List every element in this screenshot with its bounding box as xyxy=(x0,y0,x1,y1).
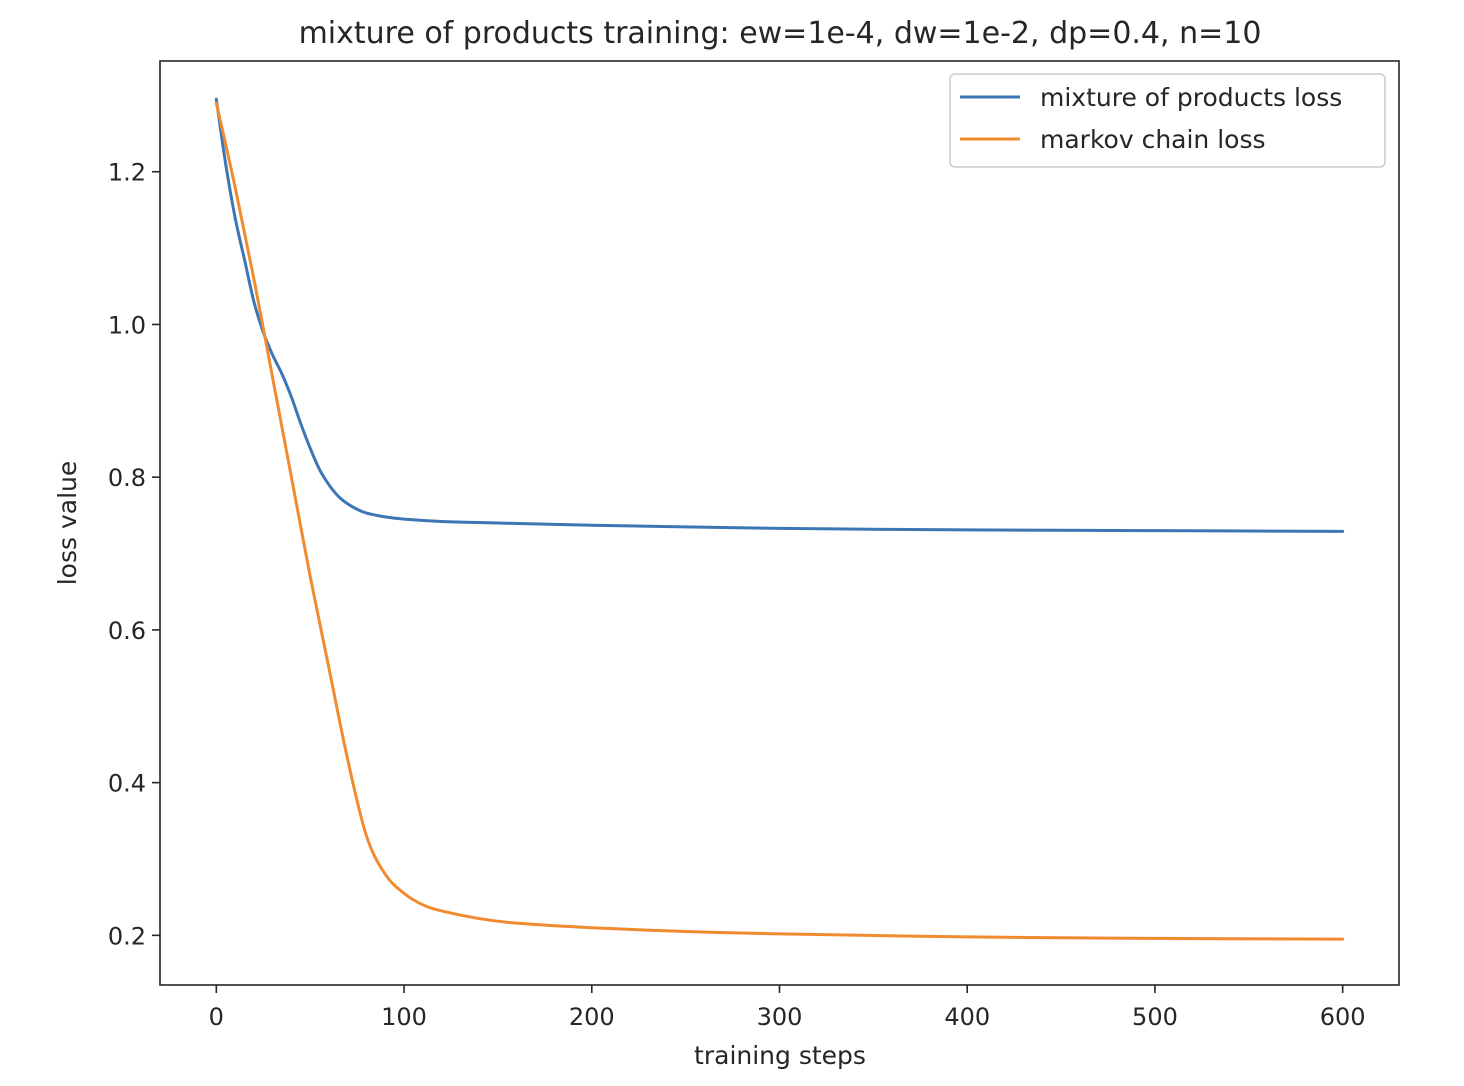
legend-label-markov: markov chain loss xyxy=(1040,125,1266,154)
chart-title: mixture of products training: ew=1e-4, d… xyxy=(299,16,1262,51)
y-tick-label: 0.4 xyxy=(108,770,146,798)
x-tick-label: 0 xyxy=(209,1003,224,1031)
x-tick-label: 500 xyxy=(1132,1003,1178,1031)
x-tick-label: 300 xyxy=(757,1003,803,1031)
y-tick-label: 0.6 xyxy=(108,617,146,645)
y-tick-label: 1.2 xyxy=(108,159,146,187)
legend-box xyxy=(949,73,1386,168)
x-tick-label: 100 xyxy=(381,1003,427,1031)
y-tick-label: 0.8 xyxy=(108,464,146,492)
y-axis-label: loss value xyxy=(53,461,82,586)
x-tick-label: 400 xyxy=(944,1003,990,1031)
series-line-markov-chain xyxy=(214,101,1345,941)
legend: mixture of products loss markov chain lo… xyxy=(949,73,1386,168)
y-tick-label: 0.2 xyxy=(108,922,146,950)
series-line-mixture-of-products xyxy=(214,97,1345,533)
series-layer xyxy=(214,97,1345,941)
x-axis: 0 100 200 300 400 500 600 xyxy=(209,985,1366,1031)
x-tick-label: 200 xyxy=(569,1003,615,1031)
y-axis: 0.2 0.4 0.6 0.8 1.0 1.2 xyxy=(108,159,160,950)
plot-frame xyxy=(159,60,1400,986)
x-tick-label: 600 xyxy=(1320,1003,1366,1031)
x-axis-label: training steps xyxy=(694,1041,866,1070)
legend-label-mixture: mixture of products loss xyxy=(1040,83,1342,112)
y-tick-label: 1.0 xyxy=(108,311,146,339)
